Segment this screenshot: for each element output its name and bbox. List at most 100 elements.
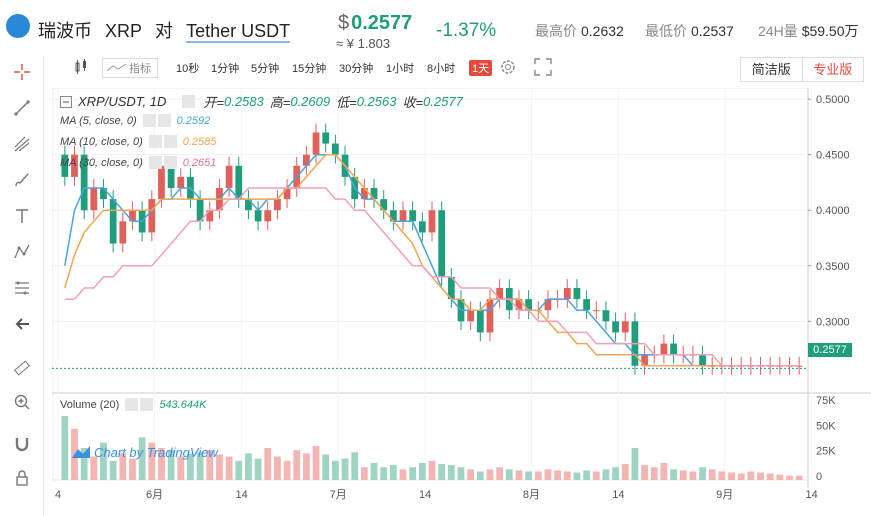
volume-close-icon[interactable] (140, 398, 154, 411)
volume-bar (235, 460, 243, 480)
candle-type-icon[interactable] (74, 59, 88, 78)
volume-bar (747, 471, 755, 480)
xrp-logo-icon (6, 14, 30, 38)
current-price: $0.2577 (338, 12, 412, 35)
volume-legend: Volume (20) 543.644K (60, 398, 206, 411)
lock-icon[interactable] (12, 468, 32, 488)
crosshair-icon[interactable] (12, 62, 32, 82)
interval-10s[interactable]: 10秒 (176, 63, 200, 75)
ruler-icon[interactable] (12, 358, 32, 378)
high-label: 高= (269, 95, 291, 110)
close-label: 收= (402, 95, 424, 110)
interval-8h[interactable]: 8小时 (427, 63, 456, 75)
volume-bar (100, 442, 107, 480)
volume-bar (544, 469, 552, 480)
volume-bar (592, 471, 600, 480)
ma5-settings-icon[interactable] (142, 114, 156, 127)
volume-bar (515, 470, 523, 480)
volume-bar (438, 464, 446, 480)
y-tick-label: 0.5000 (816, 94, 850, 106)
candle-body (61, 154, 69, 177)
volume-bar (312, 445, 320, 480)
header: 瑞波币 XRP 对 Tether USDT $0.2577 ≈ ¥ 1.803 … (0, 0, 871, 56)
collapse-legend-icon[interactable] (60, 95, 72, 108)
candle-body (225, 165, 233, 188)
interval-30m[interactable]: 30分钟 (339, 63, 374, 75)
tradingview-watermark[interactable]: Chart by TradingView (72, 445, 218, 460)
candle-body (109, 199, 117, 244)
volume-bar (737, 473, 745, 480)
ma30-close-icon[interactable] (163, 156, 177, 169)
currency-symbol: $ (338, 12, 350, 34)
volume-bar (534, 471, 542, 480)
ohlc-legend: XRP/USDT, 1D 开= 0.2583 高= 0.2609 低= 0.2563 … (60, 92, 469, 111)
volume-settings-icon[interactable] (125, 398, 139, 411)
back-arrow-icon[interactable] (12, 314, 32, 334)
indicator-button[interactable]: 指标 (102, 58, 158, 78)
candle-body (525, 299, 533, 311)
volume-bar (689, 471, 697, 480)
volume-bar (380, 467, 388, 480)
brush-icon[interactable] (12, 170, 32, 190)
candle-body (592, 310, 600, 312)
ma30-settings-icon[interactable] (148, 156, 162, 169)
candle-body (71, 154, 78, 177)
magnet-icon[interactable] (12, 434, 32, 454)
ma10-settings-icon[interactable] (148, 135, 162, 148)
volume-tick-label: 75K (816, 395, 836, 407)
pitchfork-icon[interactable] (12, 134, 32, 154)
volume-bar (389, 465, 397, 480)
candle-body (467, 310, 475, 322)
trend-line-icon[interactable] (12, 98, 32, 118)
candle-body (486, 299, 494, 333)
candle-body (322, 132, 330, 144)
ma10-close-icon[interactable] (163, 135, 177, 148)
volume-bar (776, 474, 784, 480)
candle-body (476, 310, 484, 333)
interval-1d[interactable]: 1天 (469, 60, 493, 76)
volume-bar (476, 471, 484, 480)
x-tick-label: 14 (419, 489, 431, 501)
volume-bar (670, 469, 677, 480)
volume-bar (602, 469, 610, 480)
candle-body (158, 165, 165, 200)
candle-body (418, 221, 426, 233)
pattern-icon[interactable] (12, 242, 32, 262)
price-chart[interactable]: 0.5000 0.4500 0.4000 0.3500 0.3000 75K 50K 25K 0… (52, 88, 871, 508)
x-tick-label: 14 (235, 489, 247, 501)
volume-legend-label: Volume (20) (60, 398, 120, 411)
high-value: 0.2632 (581, 23, 624, 39)
fullscreen-icon[interactable] (534, 58, 552, 79)
volume-bar (573, 472, 581, 480)
ma5-close-icon[interactable] (157, 114, 171, 127)
volume-bar (786, 475, 793, 480)
volume-bar (621, 464, 629, 480)
volume-bar (196, 452, 204, 480)
text-tool-icon[interactable] (12, 206, 32, 226)
current-price-tag: 0.2577 (808, 343, 852, 357)
volume-bar (612, 467, 619, 480)
volume-value: $59.50万 (801, 23, 859, 39)
candle-body (612, 321, 619, 333)
legend-settings-icon[interactable] (182, 95, 196, 108)
volume-bar (525, 471, 533, 480)
pro-version-button[interactable]: 专业版 (801, 58, 864, 81)
indicator-label: 指标 (129, 63, 151, 75)
fib-retracement-icon[interactable] (12, 278, 32, 298)
basic-version-button[interactable]: 简洁版 (751, 62, 791, 77)
candle-body (303, 154, 310, 166)
interval-5m[interactable]: 5分钟 (251, 63, 280, 75)
interval-1h[interactable]: 1小时 (386, 63, 415, 75)
candle-body (409, 210, 417, 222)
interval-1m[interactable]: 1分钟 (211, 63, 240, 75)
volume-bar (225, 456, 233, 480)
zoom-in-icon[interactable] (12, 392, 32, 412)
candle-body (641, 354, 648, 366)
candle-body (602, 310, 610, 322)
candle-body (254, 210, 262, 222)
interval-15m[interactable]: 15分钟 (292, 63, 327, 75)
volume-bar (293, 450, 301, 480)
settings-gear-icon[interactable] (499, 58, 517, 79)
open-value: 0.2583 (223, 94, 264, 109)
candle-body (447, 276, 455, 300)
